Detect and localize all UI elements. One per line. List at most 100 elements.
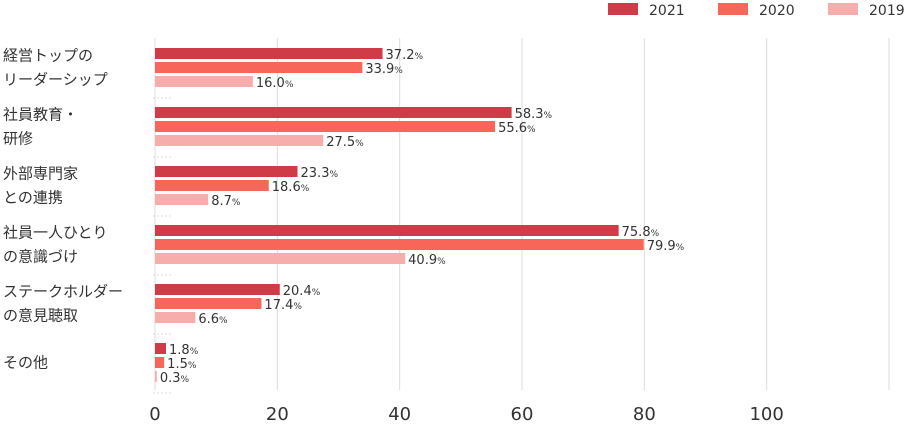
bar-2020 [155, 180, 269, 191]
data-label-unit: % [219, 316, 228, 326]
data-label: 58.3% [515, 107, 553, 122]
legend-label-2021: 2021 [649, 3, 685, 19]
category-label: 外部専門家 [3, 165, 78, 183]
data-label: 75.8% [622, 225, 660, 240]
data-label: 18.6% [272, 180, 310, 195]
data-label-unit: % [312, 288, 321, 298]
data-label-value: 0.3 [160, 371, 181, 386]
data-label: 79.9% [647, 239, 685, 254]
data-label: 40.9% [408, 253, 446, 268]
category-label: 社員一人ひとり [3, 224, 108, 242]
data-label: 1.5% [167, 357, 197, 372]
data-label-value: 55.6 [498, 121, 527, 136]
data-label-value: 40.9 [408, 253, 437, 268]
data-label-value: 75.8 [622, 225, 651, 240]
category-label: その他 [3, 354, 48, 372]
data-label-unit: % [544, 111, 553, 121]
data-label-unit: % [414, 52, 423, 62]
data-label-unit: % [527, 125, 536, 135]
x-tick-label: 20 [266, 404, 289, 425]
data-label: 1.8% [169, 343, 199, 358]
legend: 2021 2020 2019 [608, 3, 905, 19]
data-label-unit: % [355, 139, 364, 149]
data-label: 37.2% [386, 48, 424, 63]
data-label: 27.5% [326, 135, 364, 150]
bars: 37.2%33.9%16.0%58.3%55.6%27.5%23.3%18.6%… [155, 48, 685, 386]
data-label-value: 23.3 [301, 166, 330, 181]
data-label: 33.9% [365, 62, 403, 77]
bar-2019 [155, 312, 196, 323]
data-label-value: 79.9 [647, 239, 676, 254]
bar-2020 [155, 298, 262, 309]
category-label: リーダーシップ [3, 71, 108, 89]
legend-swatch-2019 [828, 3, 858, 15]
data-label-unit: % [232, 198, 241, 208]
data-label-value: 58.3 [515, 107, 544, 122]
bar-2020 [155, 62, 363, 73]
category-label: との連携 [3, 189, 63, 207]
data-label-unit: % [293, 302, 302, 312]
data-label-value: 8.7 [211, 194, 232, 209]
category-label: の意識づけ [3, 248, 78, 266]
category-label: の意見聴取 [3, 307, 78, 325]
data-label-unit: % [329, 170, 338, 180]
bar-2019 [155, 135, 324, 146]
data-label-value: 6.6 [198, 312, 219, 327]
data-label-unit: % [181, 375, 190, 385]
category-labels: 経営トップのリーダーシップ社員教育・研修外部専門家との連携社員一人ひとりの意識づ… [3, 47, 123, 372]
data-label: 20.4% [283, 284, 321, 299]
bar-2021 [155, 343, 167, 354]
bar-2021 [155, 225, 619, 236]
data-label-unit: % [394, 66, 403, 76]
data-label-value: 1.8 [169, 343, 190, 358]
data-label-unit: % [188, 361, 197, 371]
bar-2019 [155, 194, 209, 205]
data-label-value: 27.5 [326, 135, 355, 150]
bar-2019 [155, 76, 253, 87]
data-label-unit: % [301, 184, 310, 194]
gridlines [153, 38, 890, 394]
data-label-value: 18.6 [272, 180, 301, 195]
data-label-unit: % [285, 80, 294, 90]
category-label: ステークホルダー [3, 283, 123, 301]
x-tick-label: 80 [633, 404, 656, 425]
data-label-unit: % [676, 243, 685, 253]
data-label: 6.6% [198, 312, 228, 327]
data-label-value: 1.5 [167, 357, 188, 372]
data-label: 23.3% [301, 166, 339, 181]
data-label-unit: % [437, 257, 446, 267]
x-tick-label: 60 [511, 404, 534, 425]
bar-2019 [155, 253, 406, 264]
x-tick-label: 0 [149, 404, 160, 425]
bar-2021 [155, 166, 298, 177]
data-label-value: 16.0 [256, 76, 285, 91]
data-label-value: 17.4 [264, 298, 293, 313]
bar-2021 [155, 48, 383, 59]
bar-2019 [155, 371, 157, 382]
legend-label-2019: 2019 [869, 3, 905, 19]
data-label: 17.4% [264, 298, 302, 313]
legend-swatch-2021 [608, 3, 638, 15]
data-label: 8.7% [211, 194, 241, 209]
bar-2020 [155, 239, 644, 250]
data-label-value: 20.4 [283, 284, 312, 299]
x-tick-label: 40 [388, 404, 411, 425]
bar-2021 [155, 284, 280, 295]
data-label: 16.0% [256, 76, 294, 91]
data-label: 55.6% [498, 121, 536, 136]
category-label: 経営トップの [3, 47, 93, 65]
bar-2020 [155, 357, 165, 368]
data-label-unit: % [651, 229, 660, 239]
bar-2021 [155, 107, 512, 118]
x-tick-label: 100 [749, 404, 783, 425]
data-label: 0.3% [160, 371, 190, 386]
data-label-unit: % [190, 347, 199, 357]
legend-swatch-2020 [718, 3, 748, 15]
data-label-value: 37.2 [386, 48, 415, 63]
data-label-value: 33.9 [365, 62, 394, 77]
category-label: 研修 [3, 130, 33, 148]
bar-2020 [155, 121, 496, 132]
legend-label-2020: 2020 [759, 3, 795, 19]
x-axis-ticks: 0 20 40 60 80 100 [149, 404, 784, 425]
